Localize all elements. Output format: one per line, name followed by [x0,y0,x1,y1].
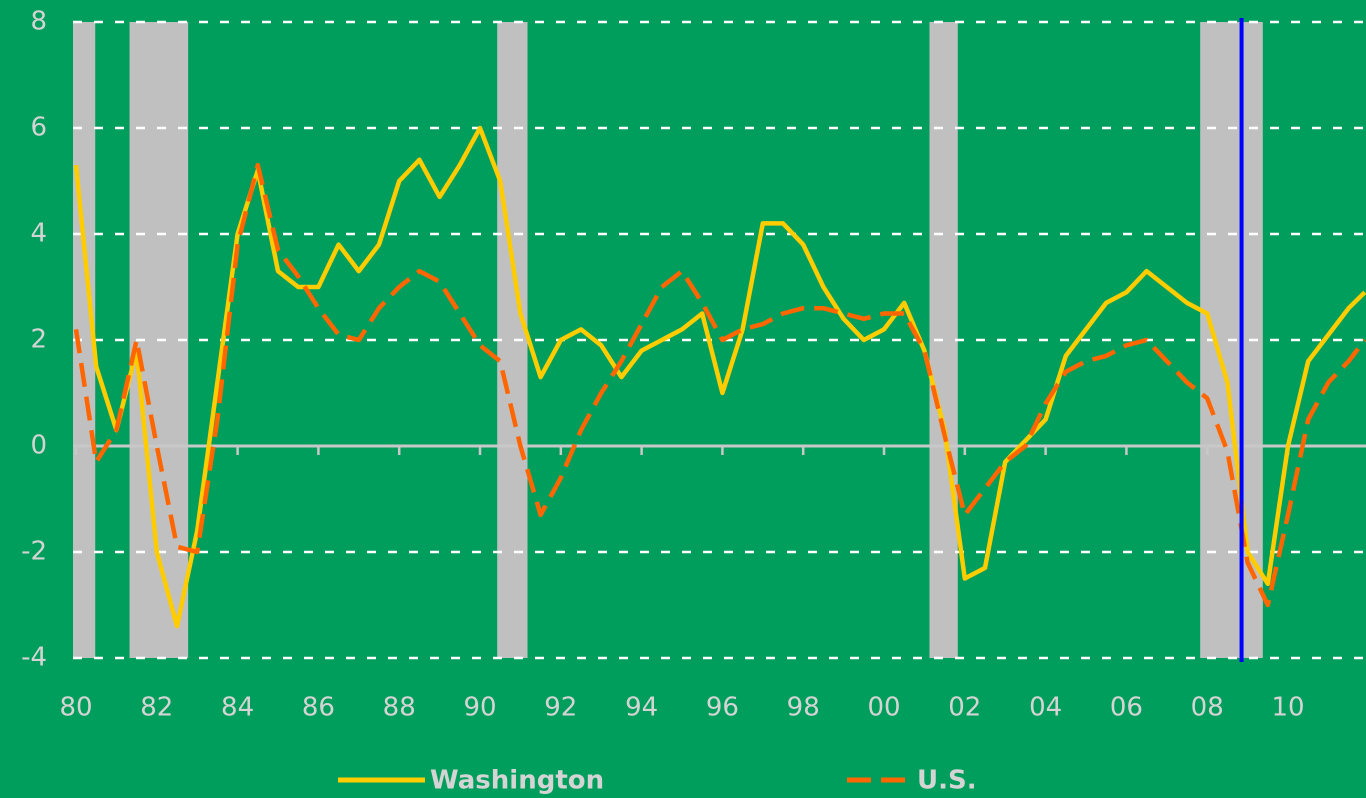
legend-label: Washington [430,766,604,796]
y-tick-label: 4 [30,219,47,249]
y-tick-label: -4 [21,643,47,673]
series-line [73,162,1366,608]
legend-label: U.S. [917,766,977,796]
x-tick-label: 94 [625,693,658,723]
x-tick-label: 02 [948,693,981,723]
x-tick-label: 10 [1271,693,1304,723]
x-tick-label: 96 [706,693,739,723]
y-tick-label: 0 [30,431,47,461]
x-tick-label: 00 [867,693,900,723]
x-tick-label: 92 [544,693,577,723]
x-tick-label: 98 [787,693,820,723]
y-tick-label: -2 [21,537,47,567]
x-tick-label: 80 [59,693,92,723]
x-tick-label: 08 [1191,693,1224,723]
x-tick-label: 90 [463,693,496,723]
x-tick-label: 82 [140,693,173,723]
y-tick-label: 8 [30,7,47,37]
x-tick-label: 06 [1110,693,1143,723]
x-tick-label: 84 [221,693,254,723]
x-tick-label: 04 [1029,693,1062,723]
x-tick-label: 86 [302,693,335,723]
series-line [73,125,1366,629]
x-tick-label: 88 [383,693,416,723]
y-tick-label: 2 [30,325,47,355]
recession-band [929,22,958,658]
y-tick-label: 6 [30,113,47,143]
